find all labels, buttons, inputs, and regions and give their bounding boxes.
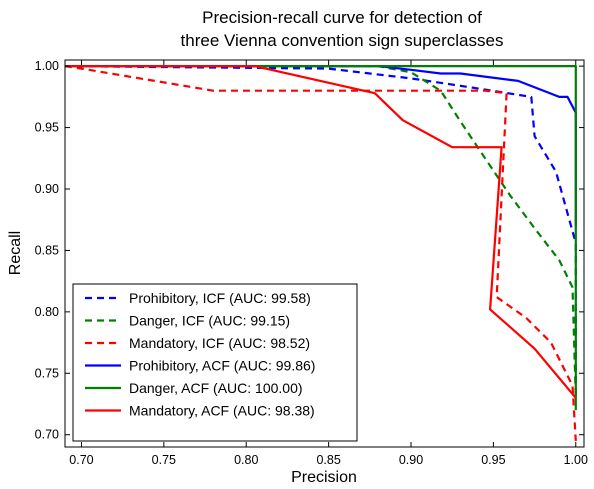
series-line-4 xyxy=(65,64,577,226)
series-line-3 xyxy=(65,65,577,441)
legend-entry: Prohibitory, ICF (AUC: 99.58) xyxy=(129,290,311,306)
x-axis-label: Precision xyxy=(291,469,357,486)
x-tick-label: 1.00 xyxy=(564,453,588,467)
chart-title-line-2: three Vienna convention sign superclasse… xyxy=(181,31,504,50)
y-tick-label: 0.95 xyxy=(35,121,59,135)
y-tick-label: 0.75 xyxy=(35,366,59,380)
x-tick-label: 0.95 xyxy=(481,453,505,467)
x-tick-label: 0.90 xyxy=(399,453,423,467)
series-line-1 xyxy=(65,65,577,398)
legend-entry: Mandatory, ACF (AUC: 98.38) xyxy=(129,403,315,419)
y-tick-label: 0.85 xyxy=(35,243,59,257)
x-tick-label: 0.85 xyxy=(316,453,340,467)
y-tick-label: 0.90 xyxy=(35,182,59,196)
y-tick-label: 1.00 xyxy=(35,59,59,73)
series-line-6 xyxy=(65,64,577,399)
y-axis-label: Recall xyxy=(7,231,24,275)
legend: Prohibitory, ICF (AUC: 99.58) Danger, ICF… xyxy=(72,283,358,442)
x-tick-label: 0.75 xyxy=(152,453,176,467)
legend-entry: Danger, ICF (AUC: 99.15) xyxy=(129,313,290,329)
chart-title-line-1: Precision-recall curve for detection of xyxy=(202,8,482,27)
plot-frame xyxy=(64,59,585,448)
legend-entry: Danger, ACF (AUC: 100.00) xyxy=(129,380,303,396)
series-layer xyxy=(65,64,577,441)
legend-entry: Prohibitory, ACF (AUC: 99.86) xyxy=(129,358,315,374)
legend-box xyxy=(72,283,358,442)
x-tick-label: 0.70 xyxy=(69,453,93,467)
ticks-layer: 0.70 0.75 0.80 0.85 0.90 0.95 1.00 0.70 0.75 0.80… xyxy=(35,59,588,467)
x-tick-label: 0.80 xyxy=(234,453,258,467)
legend-entry: Mandatory, ICF (AUC: 98.52) xyxy=(129,335,310,351)
y-tick-label: 0.80 xyxy=(35,305,59,319)
series-line-2 xyxy=(65,64,577,398)
y-tick-label: 0.70 xyxy=(35,428,59,442)
